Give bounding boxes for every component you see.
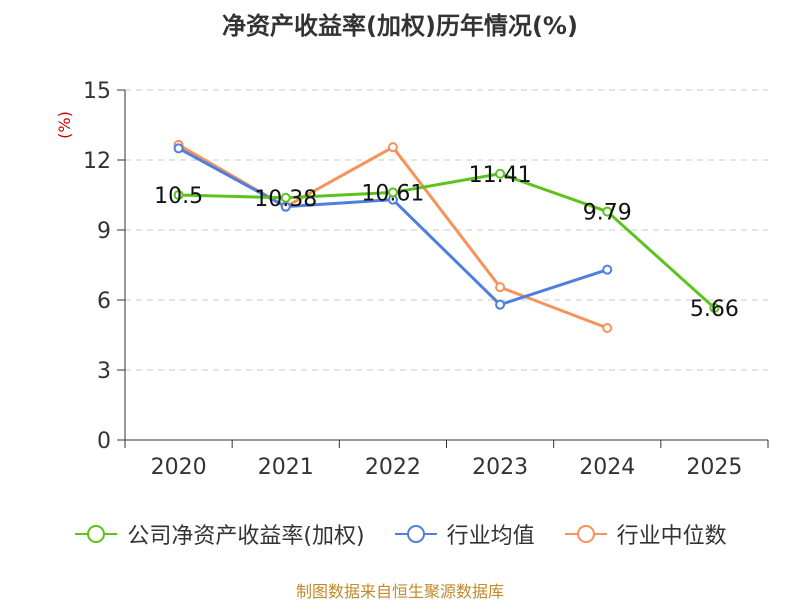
source-note: 制图数据来自恒生聚源数据库 — [295, 582, 504, 601]
legend-item-company[interactable]: 公司净资产收益率(加权) — [73, 518, 365, 550]
point-company-2020 — [173, 190, 184, 200]
legend: 公司净资产收益率(加权) 行业均值 行业中位数 — [0, 518, 800, 550]
y-tick-label: 9 — [97, 219, 111, 244]
legend-marker-industry-median — [564, 525, 607, 543]
series-line-industry-mean — [177, 147, 608, 307]
data-label-2025: 5.66 — [690, 297, 739, 322]
y-tick-label: 3 — [97, 359, 111, 384]
x-tick-label-2022: 2022 — [365, 455, 421, 480]
y-tick-label: 0 — [97, 429, 111, 454]
legend-label-industry-mean: 行业均值 — [446, 524, 535, 549]
x-tick-label-2021: 2021 — [258, 455, 314, 480]
chart-title: 净资产收益率(加权)历年情况(%) — [222, 12, 578, 40]
data-label-2021: 10.38 — [254, 187, 317, 212]
legend-item-industry-median[interactable]: 行业中位数 — [563, 518, 727, 550]
legend-marker-company — [75, 525, 118, 543]
point-company-2022 — [387, 187, 398, 198]
y-tick-label: 15 — [83, 79, 111, 104]
legend-item-industry-mean[interactable]: 行业均值 — [393, 518, 535, 550]
data-label-2024: 9.79 — [583, 201, 632, 226]
x-tick-label-2024: 2024 — [579, 455, 635, 480]
data-label-2023: 11.41 — [469, 163, 532, 188]
x-tick-label-2023: 2023 — [472, 455, 528, 480]
point-industry-mean-2024 — [602, 264, 613, 275]
point-industry-median-2022 — [387, 142, 398, 153]
x-tick-label-2025: 2025 — [686, 455, 742, 480]
point-industry-mean-2023 — [495, 299, 506, 310]
legend-label-industry-median: 行业中位数 — [616, 524, 727, 549]
point-company-2023 — [495, 168, 506, 179]
data-label-2022: 10.61 — [361, 181, 424, 206]
legend-marker-industry-mean — [394, 525, 437, 543]
point-industry-mean-2020 — [173, 143, 184, 154]
point-industry-median-2023 — [495, 282, 506, 293]
point-company-2025 — [709, 302, 720, 313]
data-label-2020: 10.5 — [154, 184, 203, 209]
legend-label-company: 公司净资产收益率(加权) — [127, 524, 365, 549]
x-tick-label-2020: 2020 — [151, 455, 207, 480]
series-line-industry-median — [177, 143, 608, 330]
point-industry-median-2024 — [602, 323, 613, 333]
y-tick-label: 6 — [97, 289, 111, 314]
point-company-2024 — [602, 206, 613, 217]
y-axis-label: (%) — [55, 111, 74, 139]
y-tick-label: 12 — [83, 149, 111, 174]
series-line-company — [178, 172, 716, 310]
point-company-2021 — [280, 192, 291, 203]
